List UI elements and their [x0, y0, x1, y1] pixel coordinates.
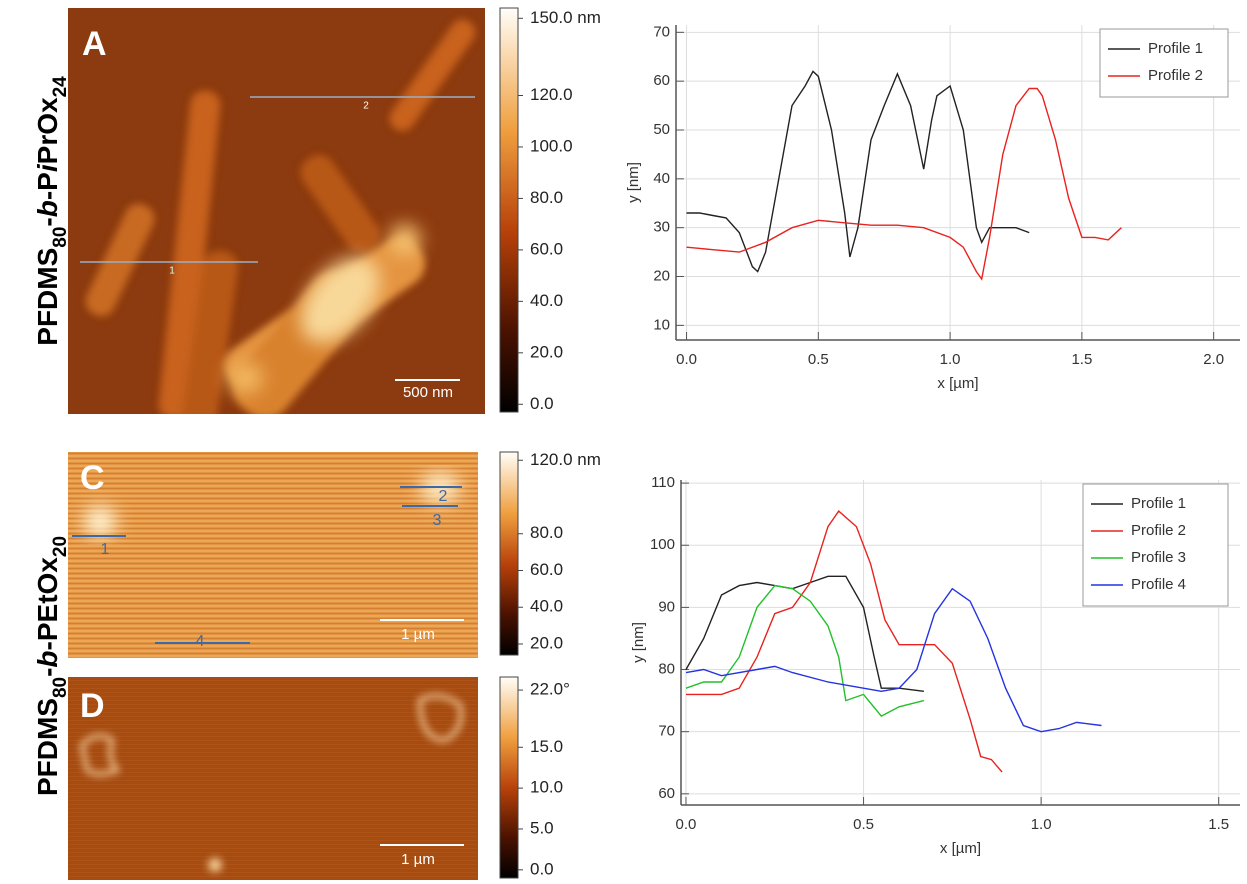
legend-box [1099, 28, 1229, 98]
colorbar-label: 22.0° [530, 680, 570, 699]
side-label-part: -P [32, 172, 63, 200]
colorbar-label: 0.0 [530, 394, 554, 413]
panel-label: A [82, 25, 107, 63]
side-label-part: b [32, 650, 63, 667]
profile-label: 2 [439, 488, 448, 505]
scale-bar-label: 1 µm [401, 626, 435, 643]
y-tick-label: 40 [653, 170, 670, 187]
line-series [685, 584, 925, 717]
x-tick-label: 0.5 [808, 351, 829, 368]
side-label-part: - [32, 217, 63, 226]
x-tick-label: 0.0 [676, 816, 697, 833]
colorbar-label: 60.0 [530, 560, 563, 579]
side-label-part: b [32, 200, 63, 217]
x-tick-label: 2.0 [1203, 351, 1224, 368]
y-tick-label: 60 [658, 785, 675, 802]
side-label-part: PrOx [32, 97, 63, 164]
side-label-part: 80 [50, 677, 71, 698]
colorbar-label: 40.0 [530, 291, 563, 310]
x-tick-label: 0.5 [853, 816, 874, 833]
profile-label: 3 [433, 512, 442, 529]
y-tick-label: 100 [650, 536, 675, 553]
colorbar-label: 10.0 [530, 778, 563, 797]
side-label-part: PFDMS [32, 248, 63, 346]
side-label-part: i [32, 163, 63, 172]
colorbar-label: 15.0 [530, 737, 563, 756]
y-tick-label: 70 [653, 23, 670, 40]
legend-label: Profile 4 [1131, 576, 1186, 593]
y-tick-label: 50 [653, 121, 670, 138]
panel-label: D [80, 687, 105, 725]
profile-label: 1 [101, 541, 110, 558]
line-series [686, 510, 1003, 773]
afm-image-d [68, 677, 478, 880]
legend-label: Profile 1 [1148, 40, 1203, 57]
line-series [685, 587, 1102, 733]
scale-bar-label: 500 nm [403, 384, 453, 401]
side-label-part: -PEtOx [32, 557, 63, 651]
y-tick-label: 60 [653, 72, 670, 89]
colorbar-label: 20.0 [530, 633, 563, 652]
side-label: PFDMS80-b-PEtOx20 [32, 536, 70, 796]
x-axis-label: x [µm] [940, 840, 981, 857]
colorbar-label: 40.0 [530, 597, 563, 616]
y-tick-label: 70 [658, 723, 675, 740]
colorbar-label: 60.0 [530, 239, 563, 258]
y-tick-label: 90 [658, 598, 675, 615]
colorbar-label: 20.0 [530, 342, 563, 361]
colorbar-label: 150.0 nm [530, 8, 601, 27]
side-label-part: PFDMS [32, 698, 63, 796]
legend-label: Profile 2 [1131, 522, 1186, 539]
line-series [686, 87, 1122, 281]
colorbar-label: 5.0 [530, 818, 554, 837]
colorbar [499, 7, 519, 413]
legend-label: Profile 2 [1148, 67, 1203, 84]
y-tick-label: 10 [653, 316, 670, 333]
side-label-part: 24 [50, 76, 71, 98]
colorbar-label: 80.0 [530, 188, 563, 207]
profile-label: 1 [169, 266, 175, 277]
y-tick-label: 110 [651, 474, 675, 491]
afm-image-c [68, 452, 478, 658]
side-label-part: - [32, 668, 63, 677]
x-tick-label: 0.0 [676, 351, 697, 368]
colorbar-label: 0.0 [530, 859, 554, 878]
colorbar-label: 120.0 [530, 85, 573, 104]
side-label-part: 20 [50, 536, 71, 557]
colorbar [499, 676, 519, 879]
side-label-part: 80 [50, 227, 71, 248]
y-tick-label: 30 [653, 219, 670, 236]
x-axis-label: x [µm] [937, 375, 978, 392]
x-tick-label: 1.0 [940, 351, 961, 368]
legend-label: Profile 3 [1131, 549, 1186, 566]
x-tick-label: 1.0 [1031, 816, 1052, 833]
scale-bar-label: 1 µm [401, 851, 435, 868]
y-axis-label: y [nm] [630, 622, 647, 663]
colorbar-label: 120.0 nm [530, 450, 601, 469]
x-tick-label: 1.5 [1071, 351, 1092, 368]
x-tick-label: 1.5 [1208, 816, 1229, 833]
line-series [686, 70, 1030, 273]
profile-label: 4 [196, 633, 205, 650]
y-tick-label: 20 [653, 267, 670, 284]
y-tick-label: 80 [658, 661, 675, 678]
legend-label: Profile 1 [1131, 495, 1186, 512]
side-label: PFDMS80-b-PiPrOx24 [32, 76, 70, 346]
colorbar-label: 100.0 [530, 136, 573, 155]
panel-label: C [80, 459, 105, 497]
afm-image-a [68, 8, 485, 414]
colorbar-label: 80.0 [530, 523, 563, 542]
colorbar [499, 451, 519, 656]
y-axis-label: y [nm] [625, 162, 642, 203]
profile-label: 2 [363, 101, 369, 112]
